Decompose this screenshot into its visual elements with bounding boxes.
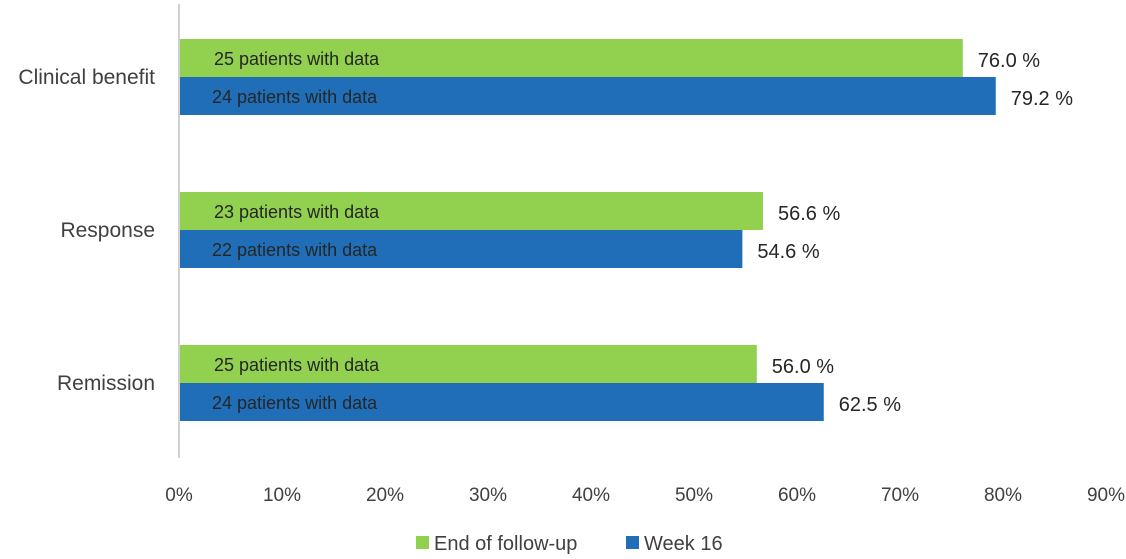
bar-label-week-16-clinical-benefit: 24 patients with data (212, 87, 378, 107)
bars: 25 patients with data 76.0 % 24 patients w… (180, 39, 1073, 421)
bar-label-end-of-follow-up-remission: 25 patients with data (214, 355, 380, 375)
x-tick-label: 80% (984, 485, 1022, 506)
x-tick-label: 90% (1087, 485, 1125, 506)
legend-label-end-of-follow-up: End of follow-up (434, 533, 577, 555)
value-label-week-16-response: 54.6 % (757, 241, 819, 263)
bar-label-end-of-follow-up-clinical-benefit: 25 patients with data (214, 49, 380, 69)
legend-swatch-end-of-follow-up (416, 536, 429, 549)
value-label-end-of-follow-up-remission: 56.0 % (772, 356, 834, 378)
legend-label-week-16: Week 16 (644, 533, 723, 555)
x-tick-label: 50% (675, 485, 713, 506)
x-tick-label: 40% (572, 485, 610, 506)
x-tick-label: 60% (778, 485, 816, 506)
x-tick-label: 10% (263, 485, 301, 506)
bar-week-16-remission (180, 383, 824, 421)
bar-label-week-16-remission: 24 patients with data (212, 393, 378, 413)
bar-end-of-follow-up-clinical-benefit (180, 39, 963, 77)
x-tick-label: 30% (469, 485, 507, 506)
bar-end-of-follow-up-remission (180, 345, 757, 383)
value-label-end-of-follow-up-clinical-benefit: 76.0 % (978, 50, 1040, 72)
bar-label-week-16-response: 22 patients with data (212, 240, 378, 260)
legend-swatch-week-16 (626, 536, 639, 549)
category-labels: Clinical benefit Response Remission (18, 66, 155, 395)
x-tick-label: 0% (165, 485, 193, 506)
bar-week-16-clinical-benefit (180, 77, 996, 115)
value-label-week-16-clinical-benefit: 79.2 % (1011, 88, 1073, 110)
category-label-remission: Remission (57, 372, 155, 395)
category-label-response: Response (60, 219, 155, 242)
value-label-week-16-remission: 62.5 % (839, 394, 901, 416)
value-label-end-of-follow-up-response: 56.6 % (778, 203, 840, 225)
bar-week-16-response (180, 230, 743, 268)
x-axis-ticks: 0% 10% 20% 30% 40% 50% 60% 70% 80% 90% (165, 485, 1125, 506)
x-tick-label: 20% (366, 485, 404, 506)
legend: End of follow-up Week 16 (416, 533, 723, 555)
category-label-clinical-benefit: Clinical benefit (18, 66, 155, 89)
bar-end-of-follow-up-response (180, 192, 763, 230)
x-tick-label: 70% (881, 485, 919, 506)
bar-label-end-of-follow-up-response: 23 patients with data (214, 202, 380, 222)
